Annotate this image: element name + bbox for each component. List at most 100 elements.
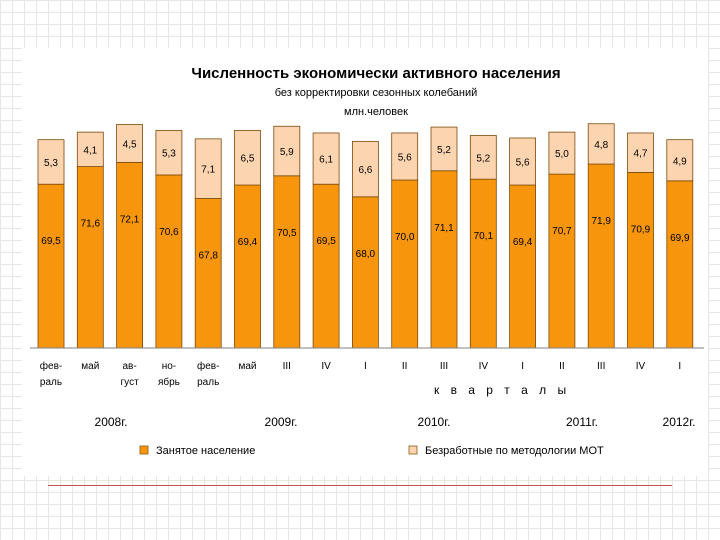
label-employed-8: 68,0 (356, 249, 376, 260)
label-unemployed-0: 5,3 (44, 158, 58, 169)
category-tick-3: но- (162, 361, 176, 372)
label-employed-16: 69,9 (670, 233, 690, 244)
label-employed-0: 69,5 (41, 236, 61, 247)
year-label-2008: 2008г. (95, 415, 128, 429)
label-unemployed-3: 5,3 (162, 149, 176, 160)
label-employed-14: 71,9 (591, 216, 611, 227)
category-tick-9: II (402, 361, 408, 372)
category-tick-line2-3: ябрь (158, 376, 180, 388)
year-label-2011: 2011г. (566, 415, 598, 429)
bar-employed-14 (587, 163, 615, 349)
chart-unit: млн.человек (344, 106, 408, 118)
label-unemployed-9: 5,6 (398, 152, 412, 163)
bars-group: 69,5 5,3 71,6 4,1 72,1 4,5 70,6 5,3 67,8 7,1 69,4 6… (37, 123, 694, 349)
category-tick-11: IV (479, 361, 489, 372)
bar-unemployed-12 (509, 137, 537, 186)
legend-swatch-unemployed (408, 445, 418, 455)
bar-unemployed-14 (587, 123, 615, 165)
category-tick-line2-2: густ (121, 377, 140, 388)
bar-employed-5 (234, 184, 261, 349)
label-unemployed-15: 4,7 (634, 149, 648, 160)
chart-panel: Численность экономически активного насел… (22, 48, 708, 476)
label-unemployed-5: 6,5 (241, 154, 255, 165)
bar-unemployed-15 (627, 132, 654, 173)
year-label-2009: 2009г. (265, 415, 298, 429)
bar-unemployed-0 (37, 139, 65, 185)
category-tick-16: I (678, 361, 681, 372)
label-employed-2: 72,1 (120, 214, 140, 225)
category-tick-6: III (283, 361, 291, 372)
category-tick-8: I (364, 361, 367, 372)
bar-unemployed-9 (391, 132, 419, 181)
category-tick-0: фев- (40, 360, 62, 372)
chart-subtitle: без корректировки сезонных колебаний (275, 87, 478, 99)
category-tick-7: IV (321, 361, 331, 372)
bar-unemployed-4 (194, 138, 222, 199)
legend-label-unemployed: Безработные по методологии МОТ (425, 445, 604, 457)
bar-unemployed-5 (234, 130, 261, 186)
label-unemployed-6: 5,9 (280, 147, 294, 158)
category-tick-10: III (440, 361, 448, 372)
axis-note-kvartaly: к в а р т а л ы (434, 383, 570, 397)
bar-employed-6 (273, 175, 301, 349)
label-unemployed-16: 4,9 (673, 156, 687, 167)
label-employed-13: 70,7 (552, 226, 572, 237)
category-tick-15: IV (636, 361, 646, 372)
category-tick-1: май (81, 361, 99, 372)
bar-employed-8 (351, 196, 379, 349)
bar-employed-3 (155, 174, 183, 349)
legend-swatch-employed (139, 445, 149, 455)
label-employed-1: 71,6 (81, 219, 101, 230)
label-unemployed-4: 7,1 (201, 165, 215, 176)
bar-unemployed-13 (548, 131, 576, 175)
bar-unemployed-8 (351, 140, 379, 198)
bar-employed-13 (548, 173, 576, 349)
label-employed-5: 69,4 (238, 237, 258, 248)
category-tick-4: фев- (197, 360, 219, 372)
bar-employed-9 (391, 179, 419, 349)
bar-employed-4 (194, 198, 222, 349)
bar-unemployed-2 (116, 124, 143, 163)
bar-employed-1 (76, 166, 104, 349)
year-label-2012: 2012г. (663, 415, 696, 429)
label-unemployed-12: 5,6 (516, 158, 530, 169)
bar-employed-2 (116, 161, 143, 349)
bar-employed-0 (37, 183, 65, 349)
label-unemployed-7: 6,1 (319, 155, 333, 166)
category-tick-13: II (559, 361, 565, 372)
label-employed-3: 70,6 (159, 227, 179, 238)
chart-svg: Численность экономически активного насел… (30, 65, 704, 457)
category-tick-line2-4: раль (197, 377, 219, 388)
bar-unemployed-6 (273, 125, 301, 177)
category-tick-12: I (521, 361, 524, 372)
label-employed-6: 70,5 (277, 228, 297, 239)
category-tick-14: III (597, 361, 605, 372)
label-employed-10: 71,1 (434, 223, 454, 234)
label-unemployed-13: 5,0 (555, 149, 569, 160)
chart-title: Численность экономически активного насел… (191, 65, 560, 82)
bar-employed-10 (430, 170, 458, 349)
bar-unemployed-11 (469, 135, 497, 180)
label-employed-11: 70,1 (474, 231, 494, 242)
label-unemployed-11: 5,2 (476, 153, 490, 164)
bar-employed-7 (312, 183, 340, 349)
bar-unemployed-10 (430, 126, 458, 172)
label-employed-4: 67,8 (198, 250, 218, 261)
category-tick-5: май (238, 361, 256, 372)
category-tick-2: ав- (122, 361, 136, 372)
label-employed-12: 69,4 (513, 237, 533, 248)
label-employed-15: 70,9 (631, 224, 651, 235)
label-unemployed-2: 4,5 (123, 139, 137, 150)
bar-employed-16 (666, 180, 694, 349)
label-employed-7: 69,5 (316, 236, 336, 247)
label-unemployed-8: 6,6 (358, 165, 372, 176)
legend-label-employed: Занятое население (156, 445, 255, 457)
bar-unemployed-3 (155, 130, 183, 176)
bar-unemployed-1 (76, 131, 104, 167)
label-unemployed-1: 4,1 (83, 145, 97, 156)
bar-unemployed-7 (312, 132, 340, 185)
label-employed-9: 70,0 (395, 232, 415, 243)
footer-red-rule (48, 485, 672, 486)
label-unemployed-10: 5,2 (437, 145, 451, 156)
